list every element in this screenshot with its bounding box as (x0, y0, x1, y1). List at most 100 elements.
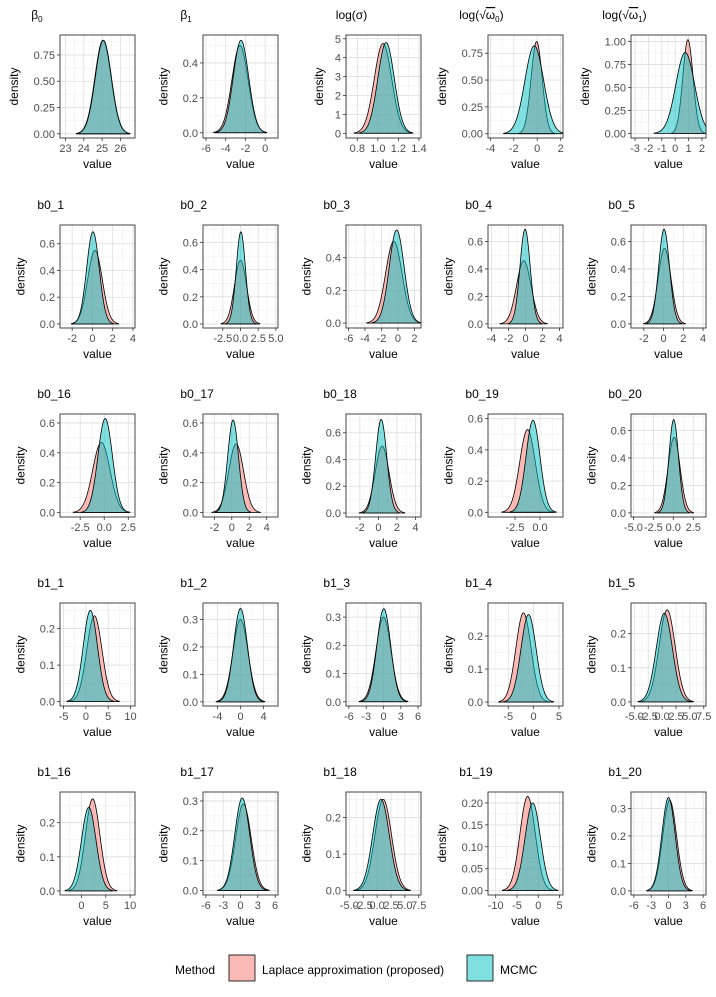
x-axis-label: value (83, 347, 112, 361)
panel-title: b0_17 (180, 387, 214, 401)
y-tick-label: 0.4 (468, 264, 483, 276)
panel-border (59, 791, 136, 896)
x-tick-label: 0.0 (369, 900, 384, 912)
panel-title: b0_4 (465, 198, 492, 212)
y-tick-label: 0.4 (611, 453, 626, 465)
y-tick-label: 0.4 (183, 448, 198, 460)
panel-title: b0_1 (37, 198, 64, 212)
y-axis-label: density (312, 67, 326, 105)
panel-b0-17: -2 0 2 4 0.0 0.2 0.4 0.6 value density b0_17 (156, 387, 279, 550)
x-tick-label: 2 (246, 522, 252, 534)
x-tick-label: -2 (639, 333, 649, 345)
y-tick-label: 1.00 (605, 36, 626, 48)
x-tick-label: 2.5 (686, 522, 701, 534)
x-axis-label: value (654, 536, 683, 550)
y-tick-label: 0.1 (611, 663, 626, 675)
panel-border (345, 34, 422, 139)
y-tick-label: 5 (335, 34, 341, 46)
y-axis-label: density (299, 257, 313, 295)
x-tick-label: 2 (539, 333, 545, 345)
x-tick-label: 1.0 (370, 143, 385, 155)
panel-b1-4: -5 0 5 0.0 0.1 0.2 value density b1_4 (441, 576, 564, 739)
y-tick-label: 0.1 (326, 849, 341, 861)
y-tick-label: 0.00 (462, 886, 483, 898)
y-tick-label: 0.6 (40, 239, 55, 251)
y-tick-label: 0.0 (183, 697, 198, 709)
y-tick-label: 0.3 (183, 614, 198, 626)
x-tick-label: 0.0 (654, 711, 669, 723)
panel-b1-17: -6 -3 0 3 6 0.0 0.1 0.2 0.3 value density b1_17 (156, 765, 279, 928)
x-tick-label: 4 (412, 522, 418, 534)
y-tick-label: 0.2 (183, 642, 198, 654)
y-tick-label: 3 (335, 72, 341, 84)
x-tick-label: 3 (398, 711, 404, 723)
density-mcmc (215, 419, 251, 513)
y-tick-label: 0.2 (183, 826, 198, 838)
x-tick-label: -2.5 (354, 900, 373, 912)
y-axis-label: density (156, 257, 170, 295)
y-axis-label: density (441, 635, 455, 673)
x-tick-label: 6 (700, 900, 706, 912)
y-tick-label: 0.0 (40, 319, 55, 331)
x-tick-label: 2.5 (383, 900, 398, 912)
y-tick-label: 0.25 (462, 102, 483, 114)
x-tick-label: 4 (700, 333, 706, 345)
density-mcmc (225, 231, 257, 325)
panel-title: b1_19 (459, 765, 493, 779)
panel-b0-1: -2 0 2 4 0.0 0.2 0.4 0.6 value density b0_1 (13, 198, 136, 361)
y-tick-label: 0.2 (611, 480, 626, 492)
x-axis-label: value (511, 157, 540, 171)
y-tick-label: 0.4 (326, 454, 341, 466)
density-mcmc (64, 806, 113, 892)
x-tick-label: 0 (672, 143, 678, 155)
x-tick-label: 7.5 (696, 711, 711, 723)
x-axis-label: value (83, 157, 112, 171)
y-tick-label: 0.25 (34, 103, 55, 115)
y-tick-label: 0.2 (40, 478, 55, 490)
panel-border (630, 224, 707, 329)
density-mcmc (509, 419, 557, 513)
x-axis-label: value (654, 725, 683, 739)
y-tick-label: 0.2 (326, 481, 341, 493)
panel-border (630, 413, 707, 518)
x-tick-label: -5 (503, 711, 513, 723)
density-mcmc (646, 797, 691, 892)
panel-title: b1_20 (608, 765, 642, 779)
y-axis-label: density (441, 257, 455, 295)
x-tick-label: -2 (355, 522, 365, 534)
x-axis-label: value (83, 914, 112, 928)
density-mcmc (217, 608, 264, 703)
x-tick-label: 0 (375, 522, 381, 534)
y-axis-label: density (156, 635, 170, 673)
x-tick-label: 4 (557, 333, 563, 345)
y-tick-label: 0.4 (611, 264, 626, 276)
y-tick-label: 0.4 (40, 265, 55, 277)
y-tick-label: 0.0 (611, 697, 626, 709)
density-mcmc (72, 231, 115, 325)
panel-border (487, 34, 564, 139)
x-tick-label: 2 (110, 333, 116, 345)
density-mcmc (657, 419, 690, 514)
x-tick-label: -2.5 (213, 333, 232, 345)
x-tick-label: 5 (103, 900, 109, 912)
legend-swatch-mcmc (466, 954, 494, 982)
panel-border (345, 791, 422, 896)
x-tick-label: 0.0 (532, 522, 547, 534)
y-tick-label: 0.2 (468, 476, 483, 488)
panel-title: b0_5 (608, 198, 635, 212)
x-tick-label: -2 (644, 143, 654, 155)
x-tick-label: -3 (361, 711, 371, 723)
x-axis-label: value (226, 725, 255, 739)
x-axis-label: value (654, 157, 683, 171)
x-tick-label: -6 (344, 333, 354, 345)
x-tick-label: 4 (261, 711, 267, 723)
y-tick-label: 0.0 (183, 508, 198, 520)
x-tick-label: 3 (255, 900, 261, 912)
y-axis-label: density (13, 824, 27, 862)
x-tick-label: 7.5 (411, 900, 426, 912)
x-tick-label: 0 (262, 143, 268, 155)
y-tick-label: 0.0 (326, 886, 341, 898)
y-tick-label: 0.6 (183, 238, 198, 250)
x-tick-label: 10 (124, 900, 136, 912)
y-axis-label: density (13, 635, 27, 673)
